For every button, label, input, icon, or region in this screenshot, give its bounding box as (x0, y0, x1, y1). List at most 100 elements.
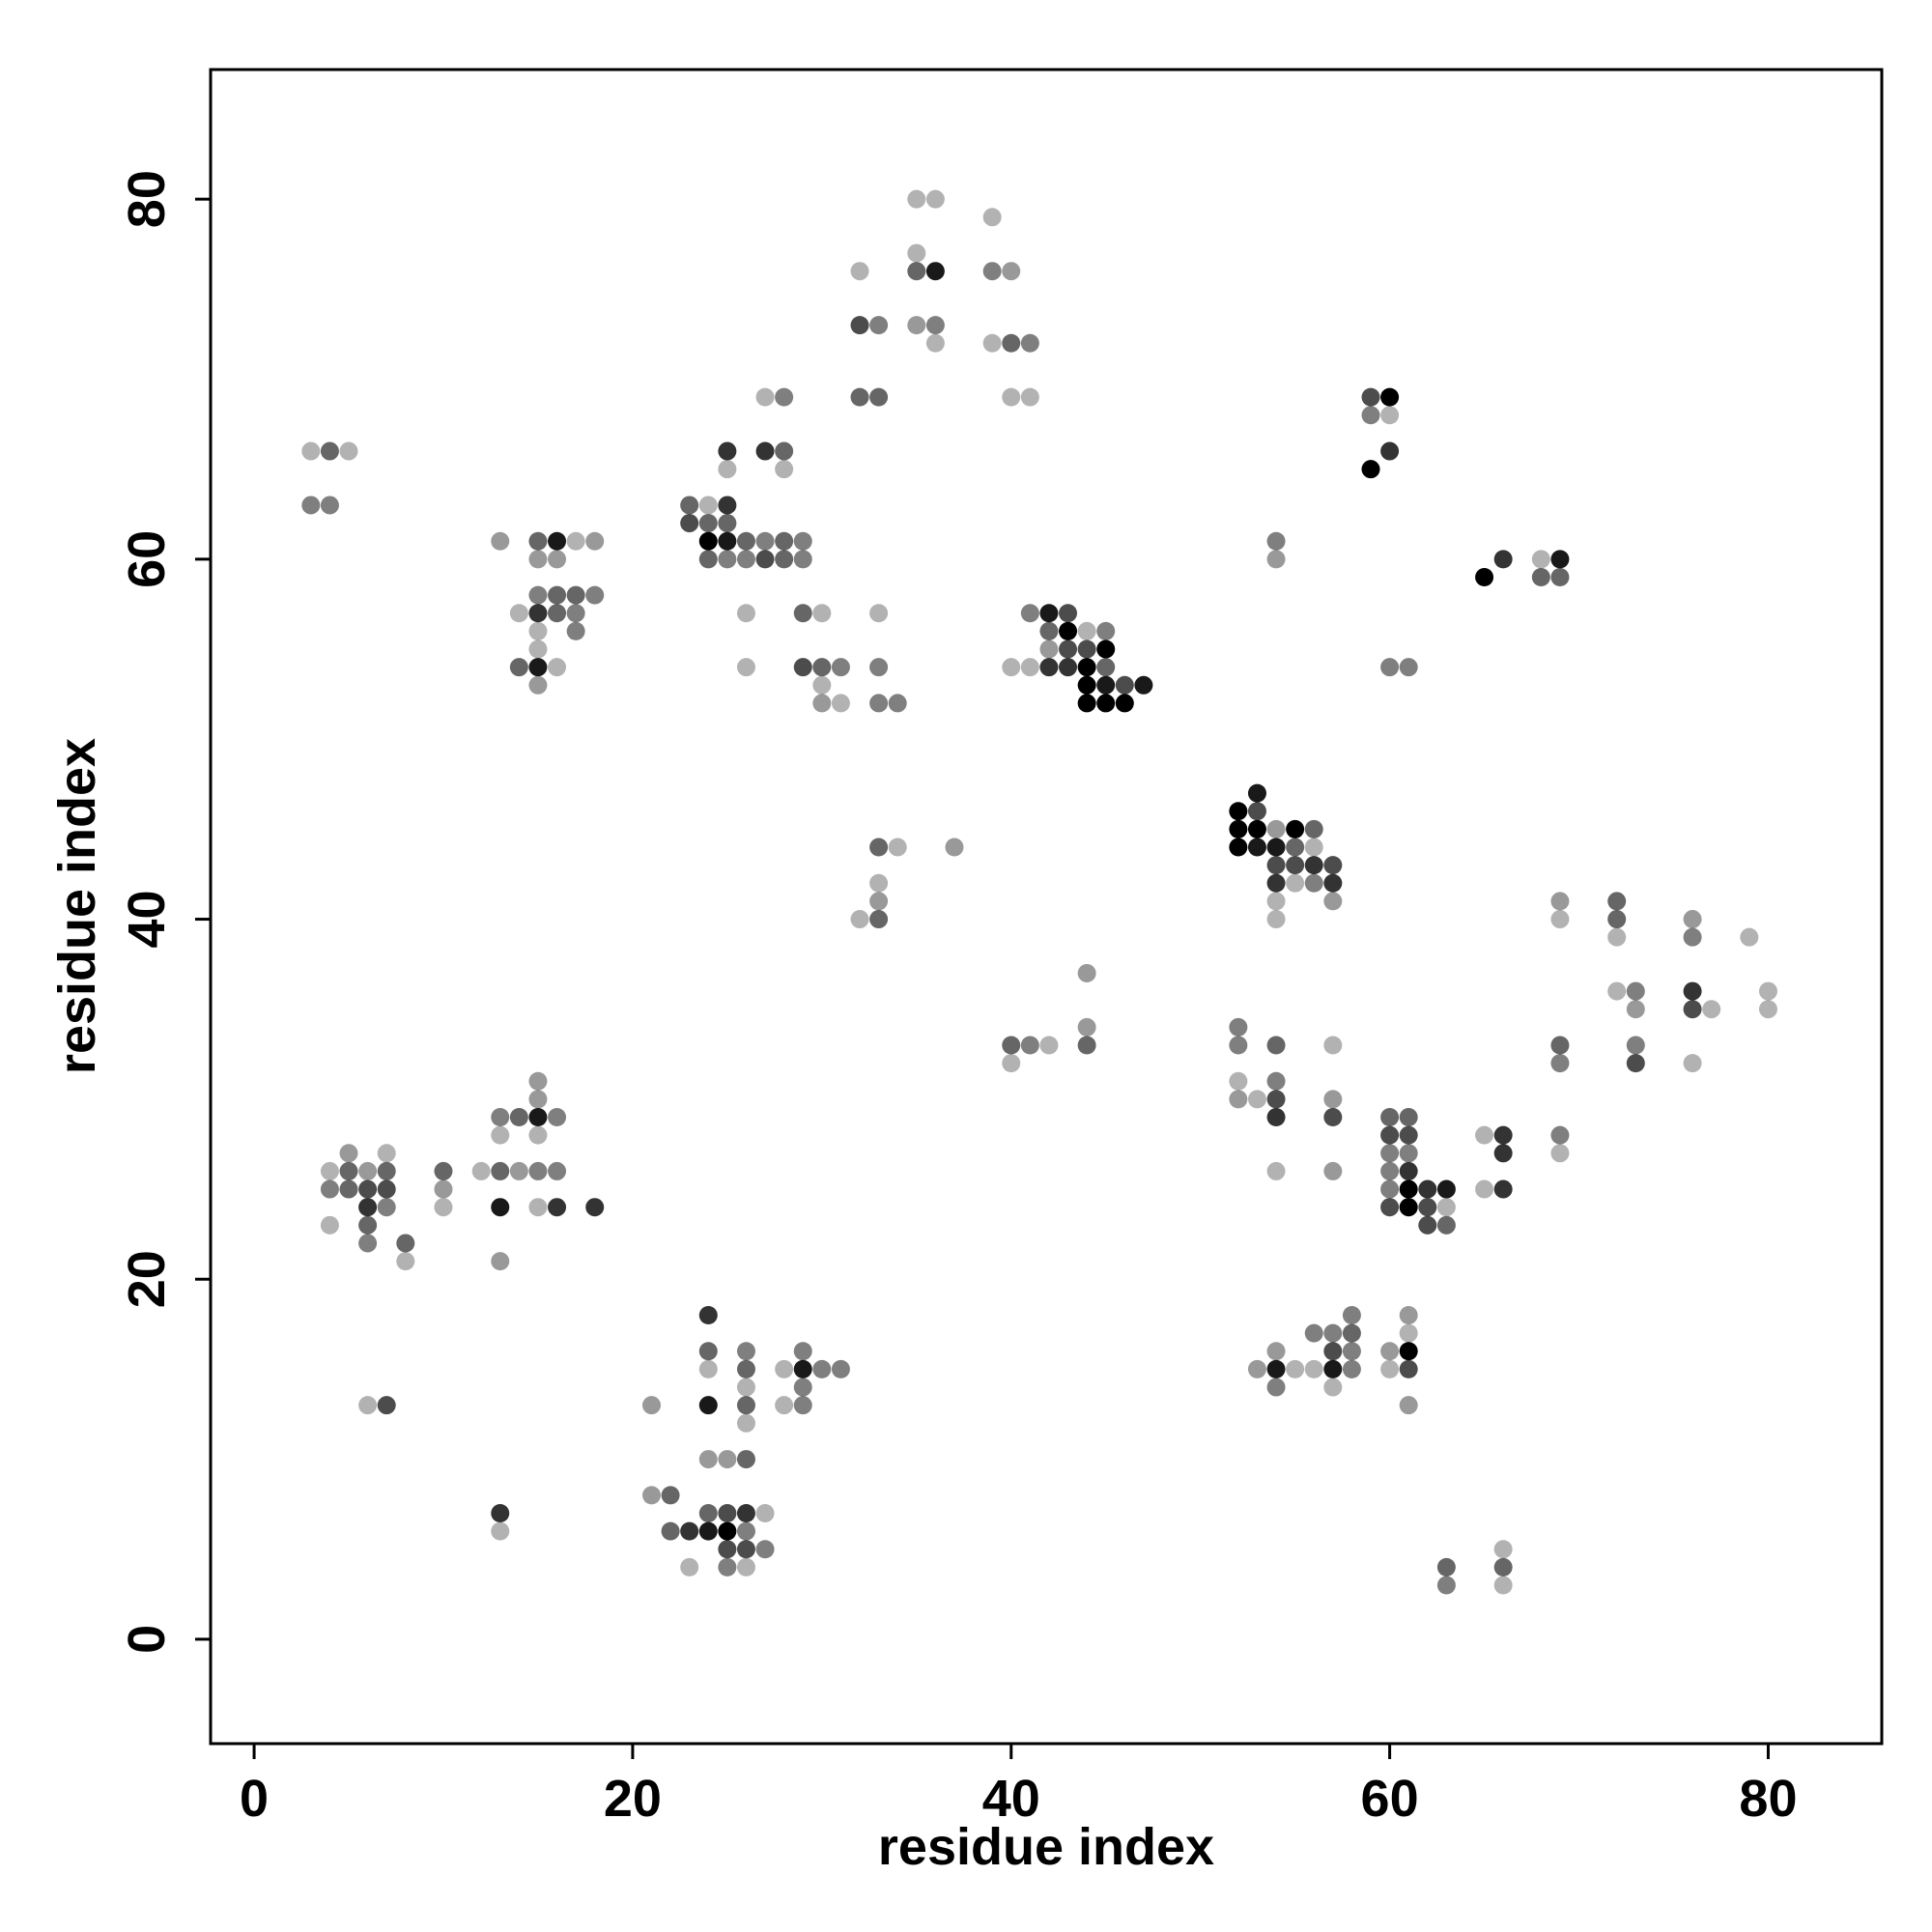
data-point (1077, 639, 1096, 659)
data-point (1247, 1359, 1266, 1378)
data-point (736, 531, 755, 551)
data-point (1266, 1161, 1286, 1180)
data-point (528, 531, 548, 551)
data-point (320, 496, 339, 515)
data-point (1399, 1342, 1418, 1361)
data-point (566, 604, 585, 623)
data-point (850, 316, 869, 335)
data-point (548, 1198, 567, 1217)
data-point (1002, 1036, 1021, 1055)
data-point (698, 1450, 718, 1469)
data-point (339, 1179, 358, 1199)
x-tick-label: 60 (1361, 1770, 1419, 1828)
data-point (831, 658, 850, 677)
data-point (491, 1198, 510, 1217)
data-point (736, 1521, 755, 1541)
data-point (548, 531, 567, 551)
data-point (775, 1396, 794, 1415)
data-point (1096, 639, 1116, 659)
data-point (793, 658, 812, 677)
data-point (528, 675, 548, 695)
data-point (736, 1557, 755, 1577)
data-point (1229, 1071, 1248, 1091)
data-point (925, 189, 945, 209)
data-point (698, 514, 718, 533)
x-tick-label: 40 (982, 1770, 1040, 1828)
x-tick-label: 0 (240, 1770, 269, 1828)
data-point (396, 1252, 415, 1271)
data-point (850, 910, 869, 929)
data-point (1323, 1342, 1343, 1361)
data-point (793, 531, 812, 551)
data-point (1266, 1359, 1286, 1378)
data-point (680, 496, 699, 515)
data-point (1399, 1198, 1418, 1217)
data-point (1531, 550, 1550, 569)
data-point (509, 658, 528, 677)
data-point (1380, 387, 1400, 407)
data-point (1002, 333, 1021, 353)
data-point (869, 694, 889, 713)
data-point (585, 1198, 605, 1217)
data-point (736, 658, 755, 677)
data-point (1096, 621, 1116, 640)
data-point (907, 262, 926, 281)
data-point (869, 873, 889, 893)
data-point (982, 262, 1002, 281)
data-point (528, 639, 548, 659)
data-point (1740, 927, 1759, 947)
data-point (1229, 1090, 1248, 1109)
data-point (1039, 621, 1059, 640)
data-point (1266, 838, 1286, 857)
data-point (377, 1396, 396, 1415)
data-point (642, 1486, 662, 1505)
data-point (775, 387, 794, 407)
data-point (1304, 819, 1323, 838)
data-point (850, 262, 869, 281)
data-point (1077, 658, 1096, 677)
data-point (1342, 1323, 1361, 1343)
data-point (812, 694, 832, 713)
data-point (1380, 1198, 1400, 1217)
data-point (396, 1234, 415, 1253)
data-point (1493, 1576, 1513, 1595)
data-point (736, 1359, 755, 1378)
data-point (736, 1413, 755, 1433)
data-point (1399, 1306, 1418, 1325)
data-point (320, 441, 339, 461)
data-point (1626, 1000, 1645, 1019)
data-point (1304, 856, 1323, 875)
data-point (718, 1540, 737, 1559)
data-point (698, 550, 718, 569)
data-point (1683, 1054, 1702, 1073)
data-point (320, 1161, 339, 1180)
data-point (925, 262, 945, 281)
data-point (1286, 838, 1305, 857)
data-point (869, 604, 889, 623)
data-point (661, 1521, 680, 1541)
data-point (1266, 856, 1286, 875)
data-point (698, 496, 718, 515)
data-point (1059, 658, 1078, 677)
data-point (736, 604, 755, 623)
data-point (1399, 1396, 1418, 1415)
data-point (1247, 802, 1266, 821)
data-point (1550, 892, 1570, 911)
data-point (775, 1359, 794, 1378)
data-point (1399, 1108, 1418, 1127)
data-point (1323, 1108, 1343, 1127)
data-point (1247, 819, 1266, 838)
data-point (1475, 567, 1494, 586)
data-point (1323, 1323, 1343, 1343)
data-point (736, 550, 755, 569)
data-point (1361, 387, 1380, 407)
data-point (528, 1125, 548, 1145)
data-point (1304, 873, 1323, 893)
data-point (718, 441, 737, 461)
data-point (566, 531, 585, 551)
data-point (1077, 1017, 1096, 1037)
data-point (528, 604, 548, 623)
data-point (1436, 1198, 1456, 1217)
data-point (1096, 658, 1116, 677)
data-point (1323, 873, 1343, 893)
